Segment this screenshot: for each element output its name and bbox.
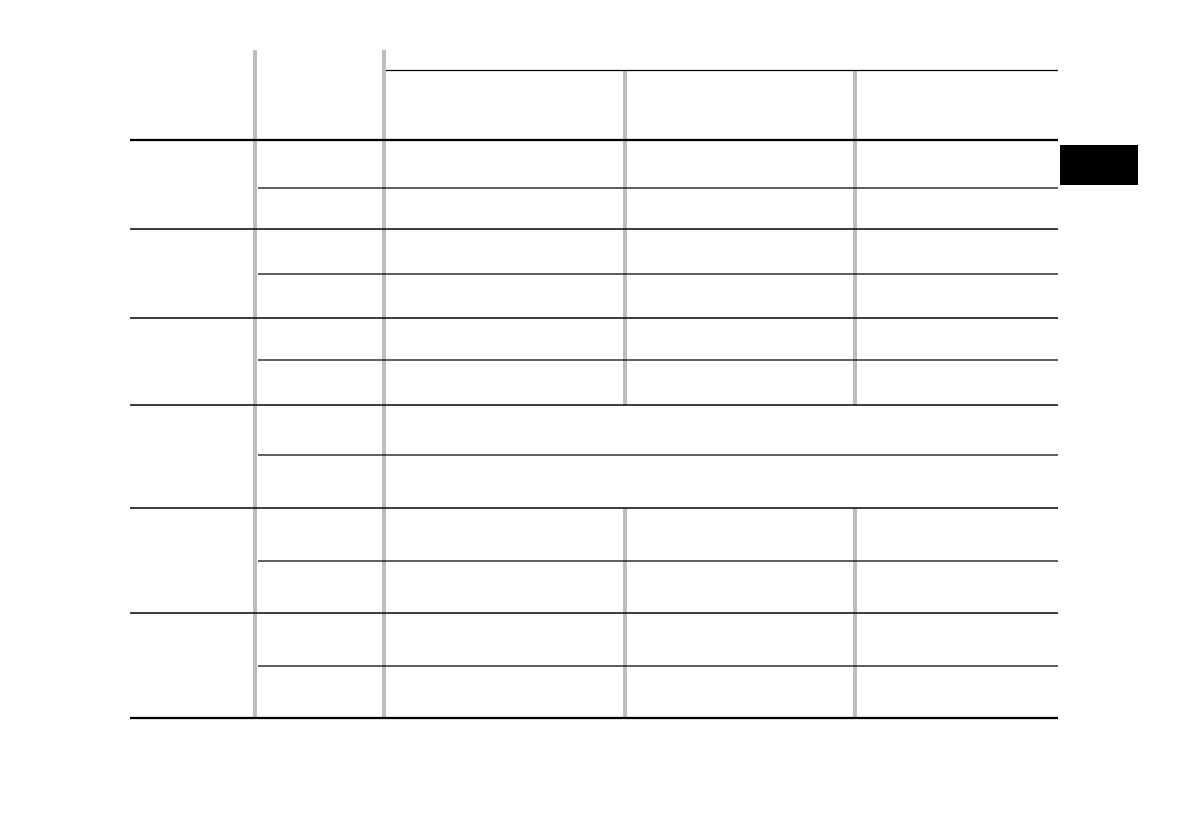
table-grid [130, 50, 1058, 720]
side-tab [1060, 145, 1138, 185]
